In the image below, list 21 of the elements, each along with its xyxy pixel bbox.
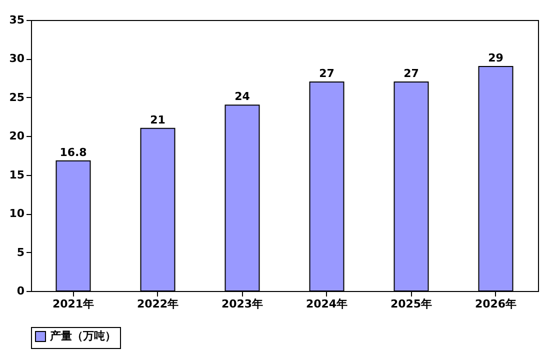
y-tick-label: 25 [9, 90, 24, 104]
x-tick-label: 2023年 [221, 298, 264, 310]
y-tick-label: 20 [9, 130, 25, 143]
data-label: 16.8 [60, 146, 87, 159]
y-tick-label: 30 [9, 52, 25, 66]
y-tick-label: 15 [9, 168, 24, 182]
data-label: 27 [319, 66, 334, 80]
data-label: 21 [150, 113, 166, 126]
x-tick-label: 2022年 [136, 298, 179, 310]
data-label: 27 [404, 66, 419, 80]
data-label: 29 [488, 51, 504, 64]
y-tick-label: 10 [9, 207, 25, 220]
x-tick-label: 2024年 [306, 298, 348, 310]
y-tick-label: 0 [16, 284, 25, 298]
legend-label: 产量（万吨） [49, 330, 116, 342]
y-tick-label: 35 [9, 14, 24, 26]
x-tick-label: 2021年 [52, 298, 94, 310]
x-tick-label: 2026年 [474, 298, 517, 310]
x-tick-label: 2025年 [390, 298, 432, 310]
data-label: 24 [234, 90, 250, 104]
y-tick-label: 5 [16, 246, 24, 259]
